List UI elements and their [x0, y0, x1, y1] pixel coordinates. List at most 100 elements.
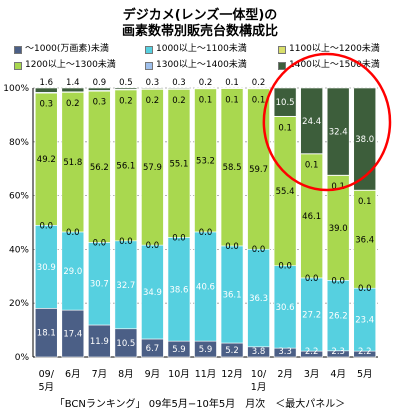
data-label: 0.3	[172, 78, 186, 88]
legend-swatch	[278, 45, 286, 54]
bar-stack-7	[194, 87, 217, 358]
legend-label: 1100以上〜1200未満	[289, 44, 380, 54]
data-label: 55.4	[276, 187, 295, 197]
data-label: 24.4	[302, 117, 321, 127]
bar-stack-13	[353, 87, 377, 358]
data-label: 51.8	[63, 158, 82, 168]
data-label: 0.3	[40, 99, 54, 109]
data-label: 2.2	[358, 347, 372, 357]
bar-segment	[273, 87, 297, 117]
chart-title-line-2: 画素数帯別販売台数構成比	[121, 24, 278, 39]
data-label: 30.6	[276, 303, 295, 313]
bar-segment	[114, 87, 138, 90]
bar-segment	[88, 87, 111, 91]
data-label: 30.7	[90, 280, 109, 290]
bar-stack-12	[326, 87, 350, 358]
legend-item-4: 1200以上〜1300未満	[14, 60, 116, 71]
data-label: 40.6	[196, 283, 215, 293]
data-label: 55.1	[169, 159, 188, 169]
data-label: 36.3	[249, 294, 268, 304]
bar-stack-9	[247, 87, 270, 358]
x-tick-label: 12月	[221, 369, 243, 380]
data-label: 0.2	[252, 78, 266, 88]
x-tick-label: 4月	[330, 369, 346, 380]
data-label: 0.0	[278, 262, 292, 272]
data-label: 10.5	[276, 98, 295, 108]
data-label: 0.0	[146, 241, 160, 251]
highlight-ellipse	[262, 52, 392, 192]
data-label: 0.1	[225, 95, 239, 105]
data-label: 5.9	[199, 345, 213, 355]
x-tick-label: 3月	[304, 369, 320, 380]
data-label: 0.3	[93, 97, 107, 107]
legend-label: 1300以上〜1400未満	[156, 60, 247, 70]
legend-item-3: 1100以上〜1200未満	[278, 44, 380, 55]
data-label: 0.1	[225, 78, 239, 88]
legend-label: 1400以上〜1500未満	[289, 60, 380, 70]
data-label: 0.1	[252, 96, 266, 106]
x-tick-label: 1月	[251, 382, 267, 393]
bar-stack-6	[167, 87, 191, 358]
data-label: 56.1	[116, 161, 135, 171]
data-label: 0.2	[119, 96, 133, 106]
bar-segment	[326, 87, 350, 176]
data-label: 32.7	[116, 281, 135, 291]
bar-segment	[141, 87, 164, 90]
data-label: 3.3	[278, 347, 292, 357]
data-label: 0.3	[146, 78, 160, 88]
data-label: 0.0	[358, 284, 372, 294]
data-label: 23.4	[355, 316, 374, 326]
bar-stack-11	[300, 87, 323, 358]
data-label: 36.4	[355, 235, 374, 245]
data-label: 0.0	[199, 228, 213, 238]
x-tick-label: 11月	[195, 369, 217, 380]
bar-stack-2	[61, 87, 85, 358]
bar-stack-4	[114, 87, 138, 358]
x-tick-label: 8月	[118, 369, 134, 380]
y-tick-label: 100%	[3, 84, 29, 94]
data-label: 27.2	[302, 310, 321, 320]
data-label: 18.1	[37, 329, 56, 339]
data-label: 0.0	[225, 242, 239, 252]
data-label: 29.0	[63, 267, 82, 277]
data-label: 0.0	[252, 245, 266, 255]
data-label: 10.5	[116, 339, 135, 349]
data-label: 0.0	[305, 274, 319, 284]
bar-stack-8	[220, 87, 244, 358]
data-label: 32.4	[329, 128, 348, 138]
x-tick-label: 5月	[38, 382, 54, 393]
data-label: 0.2	[172, 96, 186, 106]
data-label: 0.1	[305, 161, 319, 171]
bar-stack-10	[273, 87, 297, 358]
data-label: 30.9	[37, 263, 56, 273]
legend-swatch	[278, 61, 286, 70]
data-label: 0.1	[199, 96, 213, 106]
x-tick-label: 10/	[251, 369, 267, 380]
data-label: 36.1	[223, 290, 242, 300]
data-label: 0.0	[93, 238, 107, 248]
data-label: 46.1	[302, 212, 321, 222]
legend-label: 〜1000(万画素)未満	[25, 44, 109, 54]
data-label: 0.9	[93, 78, 107, 88]
data-label: 53.2	[196, 156, 215, 166]
data-label: 0.0	[119, 237, 133, 247]
data-label: 0.0	[40, 221, 54, 231]
data-label: 49.2	[37, 155, 56, 165]
bar-segment	[353, 87, 377, 191]
x-tick-label: 2月	[277, 369, 293, 380]
bar-stack-3	[88, 87, 111, 358]
bar-segment	[300, 87, 323, 154]
data-label: 5.2	[225, 346, 239, 356]
data-label: 2.3	[331, 347, 345, 357]
bar-segment	[247, 87, 270, 89]
data-label: 3.8	[252, 347, 266, 357]
data-label: 59.7	[249, 165, 268, 175]
legend-label: 1000以上〜1100未満	[156, 44, 247, 54]
data-label: 11.9	[90, 337, 109, 347]
x-tick-label: 7月	[92, 369, 108, 380]
data-label: 5.9	[172, 345, 186, 355]
legend-swatch	[145, 61, 153, 70]
legend-item-6: 1400以上〜1500未満	[278, 60, 380, 71]
